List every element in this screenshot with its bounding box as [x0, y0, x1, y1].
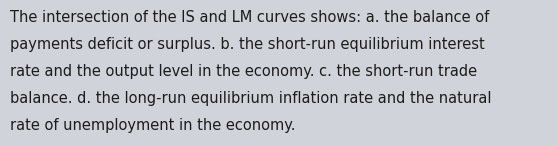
- Text: payments deficit or surplus. b. the short-run equilibrium interest: payments deficit or surplus. b. the shor…: [10, 37, 485, 52]
- Text: rate of unemployment in the economy.: rate of unemployment in the economy.: [10, 118, 296, 133]
- Text: rate and the output level in the economy. c. the short-run trade: rate and the output level in the economy…: [10, 64, 477, 79]
- Text: balance. d. the long-run equilibrium inflation rate and the natural: balance. d. the long-run equilibrium inf…: [10, 91, 492, 106]
- Text: The intersection of the IS and LM curves shows: a. the balance of: The intersection of the IS and LM curves…: [10, 10, 489, 25]
